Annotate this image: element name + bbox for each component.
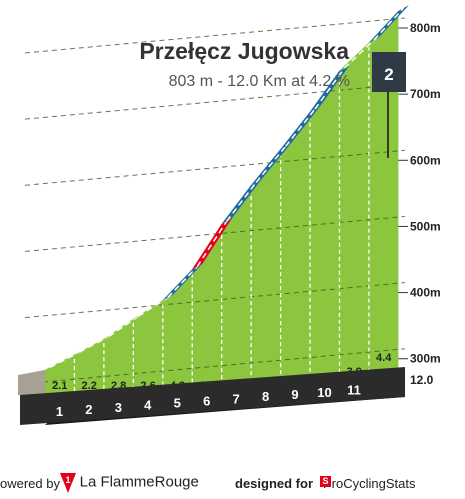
elevation-label: 300m (410, 352, 441, 366)
designed-for-text: designed for (235, 476, 314, 491)
road-centerline (226, 181, 257, 222)
km-label-4: 4 (144, 398, 152, 413)
brand-prefix: La Flamme (79, 473, 155, 491)
road-centerline (343, 39, 375, 69)
la-flamme-rouge-logo[interactable]: 1 La FlammeRouge (60, 473, 199, 493)
category-badge (372, 52, 406, 92)
gradient-label-2: 2.2 (82, 380, 97, 392)
road-centerline (255, 145, 287, 183)
km-label-8: 8 (262, 389, 269, 404)
elevation-label: 400m (410, 286, 441, 300)
road-centerline (196, 220, 228, 268)
category-badge-label: 2 (384, 65, 393, 84)
km-label-10: 10 (317, 385, 331, 400)
road-centerline (49, 351, 80, 368)
km-label-2: 2 (85, 402, 92, 417)
flame-icon: 1 (60, 473, 76, 493)
climb-summary: 803 m - 12.0 Km at 4.2 % (168, 73, 350, 90)
elevation-gridline (24, 83, 406, 120)
road-centerline (137, 296, 169, 317)
km-label-1: 1 (56, 404, 63, 419)
pcs-letter-s: S (320, 476, 331, 487)
road-centerline (285, 108, 316, 147)
elevation-label: 500m (410, 219, 441, 233)
elevation-label: 700m (410, 87, 441, 101)
road-centerline (314, 67, 346, 110)
base-front (20, 367, 405, 425)
km-label-9: 9 (291, 387, 298, 402)
km-label-6: 6 (203, 393, 210, 408)
road-centerline (108, 315, 139, 338)
gradient-label-1: 2.1 (52, 380, 67, 392)
page-title: Przełęcz Jugowska (139, 38, 349, 64)
km-label-5: 5 (174, 396, 181, 411)
elevation-label: 800m (410, 21, 441, 35)
elevation-gridline (24, 149, 406, 186)
end-km-label: 12.0 (410, 373, 434, 387)
elevation-gridline (24, 282, 406, 319)
km-label-7: 7 (233, 391, 240, 406)
pcs-logo[interactable]: PCS ProCyclingStats (320, 476, 415, 491)
road-centerline (79, 335, 110, 353)
footer: owered by 1 La FlammeRouge designed for … (0, 470, 465, 499)
profile-side-face (20, 11, 399, 396)
road-centerline (373, 7, 404, 41)
brand-suffix: Rouge (154, 473, 199, 491)
km-label-11: 11 (347, 383, 361, 398)
elevation-gridline (24, 348, 406, 385)
km-label-3: 3 (115, 400, 122, 415)
start-block (18, 370, 45, 395)
elevation-gridline (24, 17, 406, 54)
pcs-name: ProCyclingStats (323, 476, 416, 491)
gradient-label-12: 4.4 (376, 352, 392, 364)
elevation-label: 600m (410, 153, 441, 167)
svg-text:1: 1 (65, 475, 70, 485)
climb-profile-chart: 800m700m600m500m400m300m2.12.22.82.64.36… (18, 5, 441, 425)
road-centerline (167, 266, 198, 299)
powered-by-text: owered by (0, 476, 60, 491)
